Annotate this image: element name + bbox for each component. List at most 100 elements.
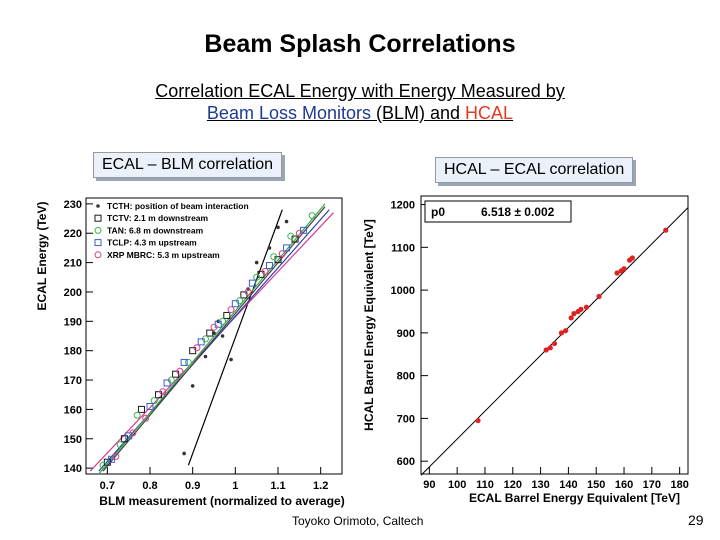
data-point: [193, 344, 201, 352]
y-tick-label: 1000: [391, 285, 415, 297]
y-tick-label: 600: [397, 456, 415, 468]
stats-label: p0: [431, 205, 445, 219]
legend-entry: TCTH: position of beam interaction: [107, 201, 249, 211]
data-point: [197, 338, 205, 346]
x-tick-label: 1: [232, 480, 238, 492]
x-axis-title: BLM measurement (normalized to average): [99, 494, 344, 508]
data-point: [284, 219, 289, 224]
data-point: [227, 306, 235, 314]
subtitle-hcal-text: HCAL: [465, 103, 514, 123]
x-tick-label: 140: [559, 479, 577, 491]
hcal-ecal-panel-label: HCAL – ECAL correlation: [435, 157, 634, 183]
y-tick-label: 140: [64, 463, 82, 475]
y-tick-label: 900: [397, 328, 415, 340]
data-point: [278, 250, 286, 258]
y-tick-label: 150: [64, 434, 82, 446]
x-tick-label: 160: [615, 479, 633, 491]
data-point: [596, 293, 602, 300]
footer-author: Toyoko Orimoto, Caltech: [292, 514, 424, 528]
y-axis-title: HCAL Barrel Energy Equivalent [TeV]: [362, 219, 376, 431]
data-point: [267, 246, 272, 250]
y-tick-label: 160: [64, 404, 82, 416]
x-tick-label: 130: [531, 479, 549, 491]
data-point: [244, 288, 252, 296]
legend-entry: TCTV: 2.1 m downstream: [107, 213, 209, 223]
x-tick-label: 110: [476, 479, 494, 491]
data-point: [112, 452, 120, 460]
y-axis-title: ECAL Energy (TeV): [35, 202, 49, 311]
data-point: [551, 340, 558, 347]
data-point: [99, 461, 107, 469]
y-tick-label: 700: [397, 413, 415, 425]
data-point: [206, 329, 214, 337]
data-point: [180, 358, 188, 366]
data-point: [571, 311, 577, 317]
data-point: [261, 267, 269, 275]
y-tick-label: 800: [397, 371, 415, 383]
data-point: [583, 304, 590, 310]
x-axis-title: ECAL Barrel Energy Equivalent [TeV]: [469, 491, 680, 505]
x-tick-label: 90: [423, 479, 435, 491]
data-point: [150, 397, 158, 405]
data-point: [210, 323, 218, 331]
data-point: [265, 262, 273, 270]
y-tick-label: 190: [64, 316, 82, 328]
ecal-blm-plot-layer: 0.7 0.8 0.9 1 1.1 1.2 140 150 160 170 180 190 200 210…: [35, 197, 345, 508]
slide-subtitle: Correlation ECAL Energy with Energy Meas…: [0, 80, 720, 124]
legend-entry: TAN: 6.8 m downstream: [107, 225, 204, 235]
data-point: [133, 411, 141, 419]
data-point: [629, 255, 635, 261]
data-point: [253, 273, 261, 281]
fit-line: [187, 209, 283, 466]
data-point: [223, 311, 231, 319]
data-point: [146, 402, 154, 410]
data-point: [287, 232, 295, 240]
legend-marker: [94, 239, 102, 247]
subtitle-line-2: Beam Loss Monitors (BLM) and HCAL: [0, 102, 720, 124]
data-point: [184, 358, 192, 366]
legend-marker: [94, 214, 102, 222]
data-point: [254, 260, 259, 265]
data-point: [229, 357, 233, 362]
data-point: [563, 328, 569, 334]
data-point: [547, 345, 553, 351]
y-tick-label: 1100: [391, 242, 415, 254]
data-point: [558, 330, 565, 336]
data-point: [568, 315, 574, 321]
data-point: [116, 441, 124, 449]
slide-title: Beam Splash Correlations: [204, 30, 516, 58]
hcal-ecal-plot-frame: [420, 195, 689, 475]
data-point: [308, 212, 316, 220]
x-tick-label: 0.7: [100, 480, 115, 492]
data-point: [578, 306, 584, 312]
x-tick-label: 180: [670, 479, 688, 491]
y-tick-label: 170: [64, 375, 82, 387]
x-tick-label: 150: [587, 479, 605, 491]
data-point: [283, 244, 291, 252]
data-point: [621, 266, 627, 272]
x-tick-label: 0.9: [185, 480, 200, 492]
y-tick-label: 210: [64, 258, 82, 270]
stats-value: 6.518 ± 0.002: [481, 205, 555, 219]
y-tick-label: 180: [64, 346, 82, 358]
data-point: [137, 405, 145, 413]
subtitle-line-1: Correlation ECAL Energy with Energy Meas…: [155, 81, 565, 101]
subtitle-blm-text: Beam Loss Monitors: [206, 103, 371, 123]
data-point: [190, 384, 195, 388]
data-point: [159, 388, 167, 396]
data-point: [276, 225, 280, 230]
x-tick-label: 120: [504, 479, 522, 491]
y-tick-label: 1200: [391, 200, 415, 212]
data-point: [614, 270, 620, 276]
subtitle-and-text: (BLM) and: [371, 103, 466, 123]
x-tick-label: 1.1: [270, 480, 285, 492]
y-tick-label: 200: [64, 287, 82, 299]
legend-marker: [94, 251, 102, 259]
data-point: [543, 347, 549, 353]
data-point: [220, 334, 225, 338]
x-tick-label: 100: [448, 479, 466, 491]
y-tick-label: 230: [64, 199, 82, 211]
legend-entry: TCLP: 4.3 m upstream: [107, 238, 197, 248]
